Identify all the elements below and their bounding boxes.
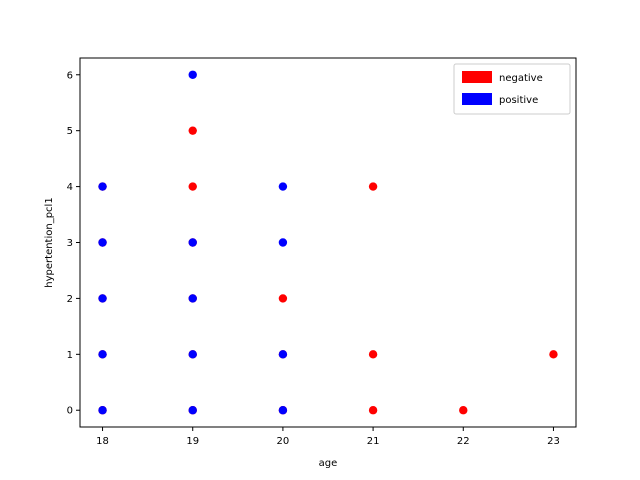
x-tick-label-23: 23 [547, 436, 560, 447]
data-point-negative-10 [188, 126, 197, 135]
legend: negative positive [453, 63, 571, 115]
x-axis-label: age [319, 458, 338, 469]
data-point-positive-9 [188, 70, 197, 79]
y-tick-label-4: 4 [67, 182, 73, 193]
data-point-positive-4 [98, 182, 107, 191]
y-tick-label-2: 2 [67, 294, 73, 305]
data-point-positive-2 [98, 294, 107, 303]
legend-swatch-positive [462, 93, 492, 105]
data-point-negative-9 [188, 182, 197, 191]
data-point-positive-8 [188, 238, 197, 247]
data-point-positive-10 [278, 406, 288, 415]
data-point-positive-1 [98, 350, 107, 359]
data-point-negative-13 [278, 294, 288, 303]
y-tick-label-5: 5 [67, 126, 73, 137]
x-tick-label-21: 21 [367, 436, 380, 447]
y-tick-label-6: 6 [67, 70, 73, 81]
x-tick-label-18: 18 [96, 436, 109, 447]
points-layer [98, 70, 558, 415]
legend-swatch-negative [462, 71, 492, 83]
data-point-positive-3 [98, 238, 107, 247]
data-point-negative-14 [368, 406, 378, 415]
data-point-positive-12 [278, 238, 288, 247]
data-point-positive-6 [188, 350, 197, 359]
data-point-positive-0 [98, 406, 107, 415]
plot-area [80, 58, 576, 427]
legend-label-negative: negative [499, 73, 543, 84]
data-point-positive-11 [278, 350, 288, 359]
data-point-positive-13 [278, 182, 288, 191]
x-tick-label-20: 20 [277, 436, 290, 447]
legend-label-positive: positive [499, 95, 538, 106]
data-point-positive-5 [188, 406, 197, 415]
data-point-negative-17 [459, 406, 468, 415]
x-tick-label-22: 22 [457, 436, 470, 447]
x-axis-ticks: 18 19 20 21 22 23 [96, 427, 560, 447]
data-point-negative-18 [549, 350, 558, 359]
data-point-positive-7 [188, 294, 197, 303]
y-axis-ticks: 0 1 2 3 4 5 6 [67, 70, 80, 417]
data-point-negative-16 [368, 182, 378, 191]
data-point-negative-15 [368, 350, 378, 359]
y-tick-label-1: 1 [67, 350, 73, 361]
y-tick-label-3: 3 [67, 238, 73, 249]
x-tick-label-19: 19 [186, 436, 199, 447]
y-axis-label: hypertention_pcl1 [44, 197, 55, 287]
y-tick-label-0: 0 [67, 406, 73, 417]
